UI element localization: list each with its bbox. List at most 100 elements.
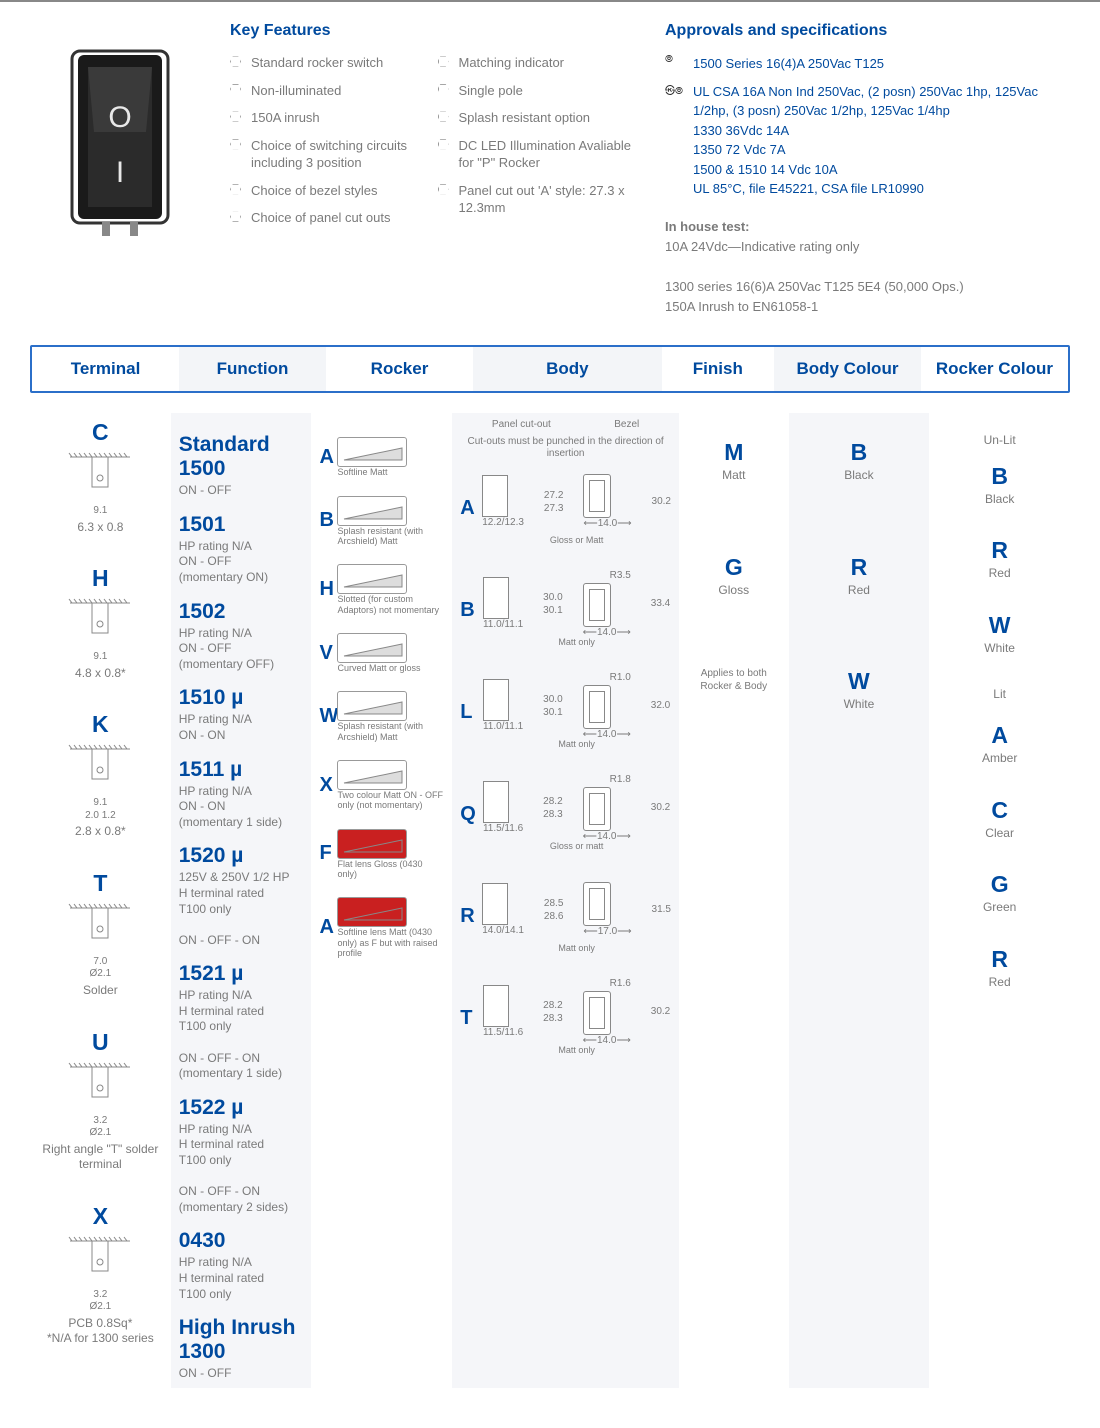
body-option: B 11.0/11.1 30.0 30.1 R3.5⟵14.0⟶ 33.4 Ma… bbox=[460, 575, 671, 647]
approvals: Approvals and specifications ⦾ 1500 Seri… bbox=[665, 22, 1070, 317]
terminal-option: K 9.12.0 1.2 2.8 x 0.8* bbox=[38, 711, 163, 840]
rocker-option: A Softline lens Matt (0430 only) as F bu… bbox=[319, 897, 444, 958]
rocker-option: B Splash resistant (with Arcshield) Matt bbox=[319, 496, 444, 547]
function-code: 1522 µ bbox=[179, 1096, 304, 1120]
hex-icon bbox=[230, 111, 241, 122]
col-terminal: C 9.1 6.3 x 0.8 H 9.1 4.8 x 0.8* K 9.12.… bbox=[30, 413, 171, 1388]
function-option: 1510 µ HP rating N/A ON - ON bbox=[179, 686, 304, 743]
cert-lines: UL CSA 16A Non Ind 250Vac, (2 posn) 250V… bbox=[693, 82, 1038, 199]
header-cell: Body Colour bbox=[774, 347, 921, 391]
rocker-desc: Softline lens Matt (0430 only) as F but … bbox=[337, 927, 444, 958]
hex-icon bbox=[438, 139, 449, 150]
function-code: 1510 µ bbox=[179, 686, 304, 710]
function-code: Standard 1500 bbox=[179, 433, 304, 481]
feature-item: Panel cut out 'A' style: 27.3 x 12.3mm bbox=[438, 182, 636, 217]
feature-item: Splash resistant option bbox=[438, 109, 636, 127]
rocker-desc: Flat lens Gloss (0430 only) bbox=[337, 859, 444, 880]
header-row: TerminalFunctionRockerBodyFinishBody Col… bbox=[30, 345, 1070, 393]
rocker-code: V bbox=[319, 642, 337, 665]
body-option: L 11.0/11.1 30.0 30.1 R1.0⟵14.0⟶ 32.0 Ma… bbox=[460, 677, 671, 749]
feature-item: Choice of panel cut outs bbox=[230, 209, 428, 227]
feature-item: 150A inrush bbox=[230, 109, 428, 127]
rocker-colour-option: RRed bbox=[937, 946, 1062, 991]
feature-item: Choice of switching circuits including 3… bbox=[230, 137, 428, 172]
body-option: T 11.5/11.6 28.2 28.3 R1.6⟵14.0⟶ 30.2 Ma… bbox=[460, 983, 671, 1055]
function-code: 1502 bbox=[179, 600, 304, 624]
cert-icon: ㉿⦾ bbox=[665, 82, 693, 97]
feature-item: Single pole bbox=[438, 82, 636, 100]
rocker-code: W bbox=[319, 705, 337, 728]
hex-icon bbox=[230, 84, 241, 95]
rocker-colour-option: RRed bbox=[937, 537, 1062, 582]
rocker-option: A Softline Matt bbox=[319, 437, 444, 477]
rocker-code: A bbox=[319, 916, 337, 939]
rocker-option: H Slotted (for custom Adaptors) not mome… bbox=[319, 564, 444, 615]
rocker-desc: Slotted (for custom Adaptors) not moment… bbox=[337, 594, 444, 615]
col-function: Standard 1500 ON - OFF 1501 HP rating N/… bbox=[171, 413, 312, 1388]
hex-icon bbox=[230, 184, 241, 195]
body-code: R bbox=[460, 905, 482, 928]
col-finish: M Matt G Gloss Applies to both Rocker & … bbox=[679, 413, 789, 1388]
terminal-code: T bbox=[38, 870, 163, 897]
rocker-option: W Splash resistant (with Arcshield) Matt bbox=[319, 691, 444, 742]
function-option: 1501 HP rating N/A ON - OFF (momentary O… bbox=[179, 513, 304, 586]
hex-icon bbox=[438, 111, 449, 122]
feature-item: Choice of bezel styles bbox=[230, 182, 428, 200]
terminal-code: C bbox=[38, 419, 163, 446]
rocker-option: X Two colour Matt ON - OFF only (not mom… bbox=[319, 760, 444, 811]
rocker-option: F Flat lens Gloss (0430 only) bbox=[319, 829, 444, 880]
function-code: 1501 bbox=[179, 513, 304, 537]
header-cell: Rocker Colour bbox=[921, 347, 1068, 391]
terminal-option: U 3.2Ø2.1 Right angle "T" solder termina… bbox=[38, 1029, 163, 1173]
inhouse-block: In house test: 10A 24Vdc—Indicative rati… bbox=[665, 217, 1070, 318]
cert-text: 1500 Series 16(4)A 250Vac T125 bbox=[693, 54, 884, 74]
body-colour-code: R bbox=[797, 554, 922, 581]
header-cell: Function bbox=[179, 347, 326, 391]
finish-option: G Gloss bbox=[687, 554, 781, 599]
terminal-option: H 9.1 4.8 x 0.8* bbox=[38, 565, 163, 681]
col-body-colour: B Black R Red W White bbox=[789, 413, 930, 1388]
rocker-desc: Two colour Matt ON - OFF only (not momen… bbox=[337, 790, 444, 811]
feature-item: Matching indicator bbox=[438, 54, 636, 72]
function-option: 1502 HP rating N/A ON - OFF (momentary O… bbox=[179, 600, 304, 673]
rocker-code: H bbox=[319, 578, 337, 601]
terminal-code: H bbox=[38, 565, 163, 592]
rocker-colour-option: BBlack bbox=[937, 463, 1062, 508]
rocker-desc: Curved Matt or gloss bbox=[337, 663, 444, 673]
terminal-code: U bbox=[38, 1029, 163, 1056]
finish-option: M Matt bbox=[687, 439, 781, 484]
rocker-code: X bbox=[319, 774, 337, 797]
key-features-title: Key Features bbox=[230, 22, 635, 40]
rocker-code: A bbox=[319, 446, 337, 469]
body-colour-code: B bbox=[797, 439, 922, 466]
rocker-desc: Splash resistant (with Arcshield) Matt bbox=[337, 526, 444, 547]
hex-icon bbox=[230, 211, 241, 222]
rocker-desc: Softline Matt bbox=[337, 467, 444, 477]
feature-item: DC LED Illumination Avaliable for "P" Ro… bbox=[438, 137, 636, 172]
function-code: 0430 bbox=[179, 1229, 304, 1253]
function-option: 1511 µ HP rating N/A ON - ON (momentary … bbox=[179, 758, 304, 831]
function-option: 0430 HP rating N/A H terminal rated T100… bbox=[179, 1229, 304, 1302]
col-rocker-colour: Un-Lit BBlack RRed WWhite Lit AAmber CCl… bbox=[929, 413, 1070, 1388]
header-cell: Terminal bbox=[32, 347, 179, 391]
function-code: 1511 µ bbox=[179, 758, 304, 782]
rocker-colour-option: WWhite bbox=[937, 612, 1062, 657]
svg-text:I: I bbox=[116, 156, 124, 189]
top-section: O I Key Features Standard rocker switchN… bbox=[30, 22, 1070, 317]
function-code: 1520 µ bbox=[179, 844, 304, 868]
header-cell: Body bbox=[473, 347, 662, 391]
body-code: Q bbox=[460, 803, 482, 826]
feature-item: Standard rocker switch bbox=[230, 54, 428, 72]
hex-icon bbox=[438, 184, 449, 195]
terminal-option: T 7.0Ø2.1 Solder bbox=[38, 870, 163, 999]
function-code: 1521 µ bbox=[179, 962, 304, 986]
terminal-option: C 9.1 6.3 x 0.8 bbox=[38, 419, 163, 535]
terminal-code: X bbox=[38, 1203, 163, 1230]
header-cell: Finish bbox=[662, 347, 774, 391]
rocker-desc: Splash resistant (with Arcshield) Matt bbox=[337, 721, 444, 742]
rocker-colour-option: GGreen bbox=[937, 871, 1062, 916]
function-option: 1522 µ HP rating N/A H terminal rated T1… bbox=[179, 1096, 304, 1216]
function-code: High Inrush 1300 bbox=[179, 1316, 304, 1364]
product-photo: O I bbox=[30, 22, 210, 252]
hex-icon bbox=[438, 84, 449, 95]
